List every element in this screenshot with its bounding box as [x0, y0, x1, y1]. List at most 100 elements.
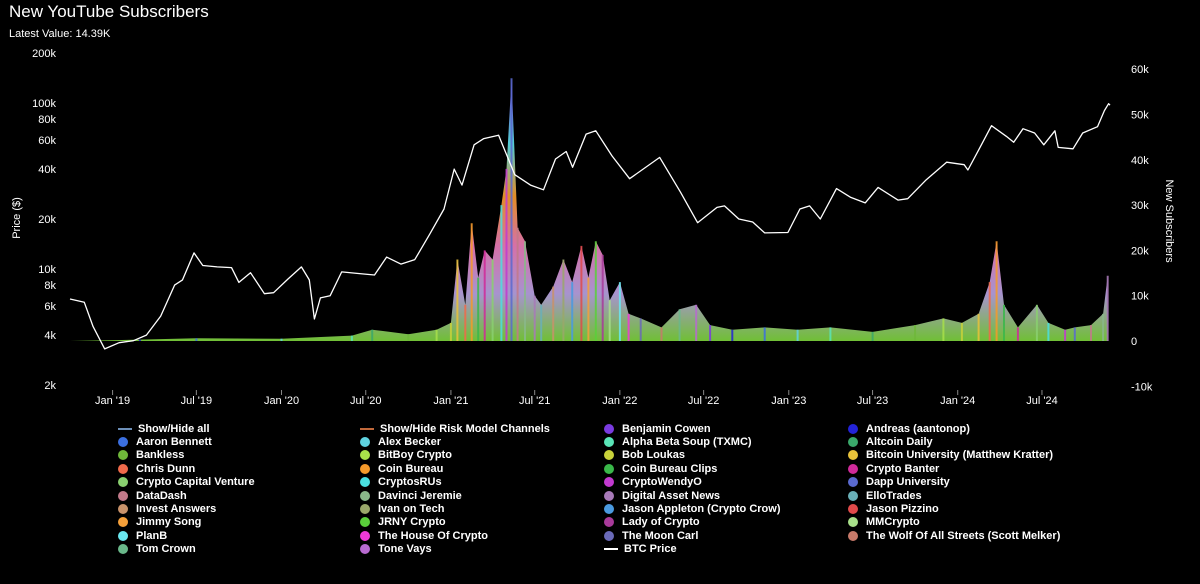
legend-item[interactable]: Crypto Banter	[848, 462, 939, 475]
legend-item[interactable]: Bankless	[118, 449, 184, 462]
legend-dot-marker	[118, 517, 128, 528]
legend-item[interactable]: CryptosRUs	[360, 476, 442, 489]
legend-label: JRNY Crypto	[378, 516, 446, 529]
date-tick-label: Jan '19	[95, 395, 130, 407]
legend-line-marker	[604, 548, 618, 551]
subscribers-tick-label: 60k	[1131, 64, 1149, 76]
legend-item[interactable]: DataDash	[118, 489, 187, 502]
legend-dot-marker	[604, 423, 614, 434]
legend-item[interactable]: Dapp University	[848, 476, 950, 489]
legend-dot-marker	[118, 503, 128, 514]
legend-dot-marker	[848, 450, 858, 461]
legend-item[interactable]: Bob Loukas	[604, 449, 685, 462]
legend-item[interactable]: The House Of Crypto	[360, 529, 488, 542]
legend-label: The House Of Crypto	[378, 529, 489, 542]
legend-item[interactable]: The Moon Carl	[604, 529, 698, 542]
legend-item[interactable]: BitBoy Crypto	[360, 449, 452, 462]
legend-item[interactable]: Tom Crown	[118, 543, 196, 556]
legend-dot-marker	[360, 463, 370, 474]
legend-item[interactable]: The Wolf Of All Streets (Scott Melker)	[848, 529, 1060, 542]
date-tick-label: Jul '21	[519, 395, 550, 407]
date-tick-label: Jul '24	[1026, 395, 1057, 407]
legend-item[interactable]: Tone Vays	[360, 543, 432, 556]
legend-dot-marker	[848, 503, 858, 514]
legend-label: Tom Crown	[136, 543, 196, 556]
legend-dot-marker	[604, 490, 614, 501]
legend-label: BitBoy Crypto	[378, 449, 452, 462]
legend-item[interactable]: Davinci Jeremie	[360, 489, 462, 502]
subscribers-axis: -10k 0 10k 20k 30k 40k 50k 60k	[1131, 64, 1153, 393]
legend-label: Altcoin Daily	[866, 435, 933, 448]
legend-label: Ivan on Tech	[378, 502, 445, 515]
legend-item[interactable]: Ivan on Tech	[360, 502, 444, 515]
legend-item[interactable]: Coin Bureau	[360, 462, 443, 475]
price-tick-label: 2k	[44, 380, 56, 392]
legend-dot-marker	[604, 517, 614, 528]
legend-label: Crypto Banter	[866, 462, 940, 475]
legend-item[interactable]: Alex Becker	[360, 435, 441, 448]
legend-dot-marker	[360, 530, 370, 541]
legend-item[interactable]: Crypto Capital Venture	[118, 476, 255, 489]
legend-item[interactable]: Andreas (aantonop)	[848, 422, 970, 435]
legend-item[interactable]: BTC Price	[604, 543, 677, 556]
legend-dot-marker	[360, 503, 370, 514]
legend-dot-marker	[848, 517, 858, 528]
legend-item[interactable]: PlanB	[118, 529, 167, 542]
legend-item[interactable]: Benjamin Cowen	[604, 422, 711, 435]
subscribers-axis-title: New Subscribers	[1163, 179, 1175, 263]
date-tick-label: Jan '23	[771, 395, 806, 407]
btc-price-path	[69, 103, 1111, 350]
legend-label: Lady of Crypto	[622, 516, 700, 529]
legend-line-marker	[118, 427, 132, 430]
legend-label: Jason Pizzino	[866, 502, 939, 515]
chart-svg: 2k 4k 6k 8k 10k 20k 40k 60k 80k 100k 200k -10k 0 10k…	[11, 48, 1175, 407]
legend-item[interactable]: Altcoin Daily	[848, 435, 933, 448]
price-tick-label: 40k	[38, 164, 56, 176]
legend-label: Crypto Capital Venture	[136, 476, 255, 489]
legend-label: Benjamin Cowen	[622, 422, 711, 435]
legend-label: Show/Hide all	[138, 422, 210, 435]
legend-label: MMCrypto	[866, 516, 920, 529]
legend-item[interactable]: Jason Pizzino	[848, 502, 939, 515]
legend-line-marker	[360, 427, 374, 430]
subscribers-tick-label: 40k	[1131, 155, 1149, 167]
price-tick-label: 200k	[32, 48, 56, 60]
legend-label: Digital Asset News	[622, 489, 721, 502]
legend-item[interactable]: Jimmy Song	[118, 516, 201, 529]
legend-dot-marker	[118, 530, 128, 541]
legend-item[interactable]: Invest Answers	[118, 502, 216, 515]
legend-label: BTC Price	[624, 543, 677, 556]
legend-label: Jason Appleton (Crypto Crow)	[622, 502, 781, 515]
legend-item[interactable]: Bitcoin University (Matthew Kratter)	[848, 449, 1053, 462]
legend-dot-marker	[604, 463, 614, 474]
legend-item[interactable]: Jason Appleton (Crypto Crow)	[604, 502, 780, 515]
legend-item[interactable]: ElloTrades	[848, 489, 922, 502]
legend-dot-marker	[604, 530, 614, 541]
subscribers-tick-label: 0	[1131, 336, 1137, 348]
legend-item[interactable]: Digital Asset News	[604, 489, 720, 502]
legend-label: Bob Loukas	[622, 449, 685, 462]
legend-item[interactable]: Show/Hide all	[118, 422, 210, 435]
legend-item[interactable]: Chris Dunn	[118, 462, 195, 475]
legend-dot-marker	[118, 463, 128, 474]
legend-label: Tone Vays	[378, 543, 432, 556]
legend-item[interactable]: CryptoWendyO	[604, 476, 702, 489]
legend-item[interactable]: Lady of Crypto	[604, 516, 700, 529]
price-tick-label: 20k	[38, 214, 56, 226]
price-tick-label: 60k	[38, 135, 56, 147]
legend-label: The Moon Carl	[622, 529, 699, 542]
legend-item[interactable]: Coin Bureau Clips	[604, 462, 717, 475]
btc-price-line	[69, 103, 1111, 350]
legend-dot-marker	[604, 436, 614, 447]
legend-item[interactable]: Alpha Beta Soup (TXMC)	[604, 435, 752, 448]
date-tick-label: Jul '19	[181, 395, 212, 407]
legend-item[interactable]: Aaron Bennett	[118, 435, 212, 448]
legend-dot-marker	[848, 490, 858, 501]
date-tick-label: Jan '20	[264, 395, 299, 407]
legend-label: Alex Becker	[378, 435, 441, 448]
legend-item[interactable]: JRNY Crypto	[360, 516, 446, 529]
price-tick-label: 100k	[32, 98, 56, 110]
legend-item[interactable]: Show/Hide Risk Model Channels	[360, 422, 550, 435]
legend-label: Coin Bureau	[378, 462, 444, 475]
legend-item[interactable]: MMCrypto	[848, 516, 920, 529]
